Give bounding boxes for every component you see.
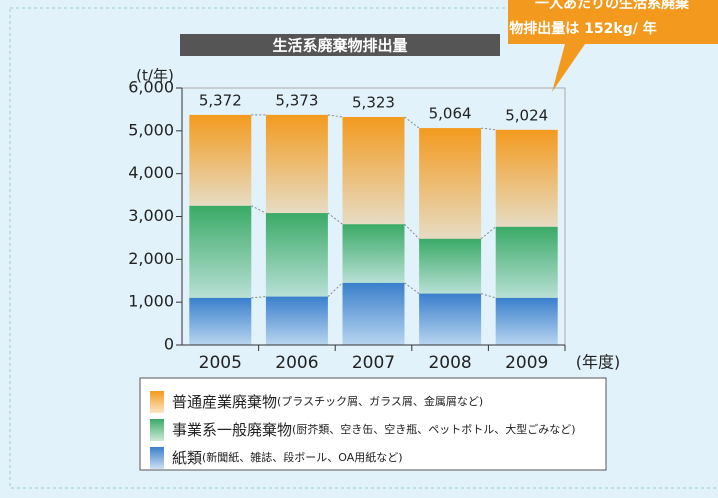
legend-name: 普通産業廃棄物 (172, 393, 277, 411)
legend-swatch (150, 391, 164, 413)
bar-segment (189, 114, 252, 206)
legend-name: 事業系一般廃棄物 (172, 421, 292, 439)
x-tick-label: 2009 (505, 353, 548, 373)
x-tick-label: 2005 (199, 353, 242, 373)
title-bar (180, 34, 500, 56)
connector (327, 114, 343, 118)
connector (404, 282, 420, 295)
legend-note: (厨芥類、空き缶、空き瓶、ペットボトル、大型ごみなど) (292, 422, 576, 436)
bar-segment (342, 116, 405, 225)
callout-bubble (508, 0, 718, 92)
callout-text: 一人あたりの生活系廃棄 (535, 0, 690, 12)
y-tick-label: 6,000 (128, 78, 174, 97)
connector (404, 223, 420, 240)
legend-label: 紙類(新聞紙、雑誌、段ボール、OA用紙など) (172, 449, 403, 467)
bar-segment (189, 205, 252, 298)
connector (327, 282, 343, 297)
total-label: 5,372 (199, 91, 242, 109)
total-label: 5,024 (505, 106, 548, 124)
connector (481, 127, 496, 131)
y-tick-label: 1,000 (128, 292, 174, 311)
callout-text: 物排出量は 152kg/ 年 (509, 20, 656, 37)
panel-border (9, 7, 718, 489)
bar-segment (342, 282, 405, 345)
x-axis-label: (年度) (576, 353, 621, 372)
x-tick-label: 2006 (275, 353, 318, 373)
connector (480, 293, 496, 299)
y-tick-label: 4,000 (128, 163, 174, 182)
bar-segment (265, 213, 328, 297)
legend-note: (新聞紙、雑誌、段ボール、OA用紙など) (202, 450, 403, 464)
total-label: 5,323 (352, 93, 395, 111)
bar-segment (189, 297, 252, 345)
connector (480, 226, 497, 240)
bar-segment (495, 226, 558, 298)
bar-segment (495, 129, 558, 227)
bar-segment (419, 293, 482, 345)
total-label: 5,373 (275, 91, 318, 109)
connector (404, 116, 420, 129)
legend-name: 紙類 (172, 449, 202, 467)
bar-segment (265, 114, 328, 214)
x-tick-label: 2007 (352, 353, 395, 373)
bar-segment (342, 224, 405, 283)
legend-box (139, 377, 607, 471)
bar-segment (419, 238, 482, 294)
y-tick-label: 3,000 (128, 206, 174, 225)
chart-title: 生活系廃棄物排出量 (272, 37, 407, 55)
legend-swatch (150, 447, 164, 469)
x-tick-label: 2008 (428, 353, 471, 373)
y-tick-label: 2,000 (128, 249, 174, 268)
legend-swatch (150, 419, 164, 441)
bar-segment (495, 297, 558, 345)
bar-segment (419, 128, 482, 239)
total-label: 5,064 (429, 105, 472, 123)
y-axis-label: (t/年) (136, 67, 174, 85)
legend-label: 普通産業廃棄物(プラスチック屑、ガラス屑、金属屑など) (172, 393, 483, 411)
legend-label: 事業系一般廃棄物(厨芥類、空き缶、空き瓶、ペットボトル、大型ごみなど) (172, 421, 576, 439)
connector (251, 296, 266, 299)
connector (251, 205, 267, 214)
y-tick-label: 0 (164, 335, 174, 354)
y-tick-label: 5,000 (128, 120, 174, 139)
bar-segment (265, 296, 328, 345)
connector (327, 212, 343, 225)
legend-note: (プラスチック屑、ガラス屑、金属屑など) (277, 394, 483, 408)
